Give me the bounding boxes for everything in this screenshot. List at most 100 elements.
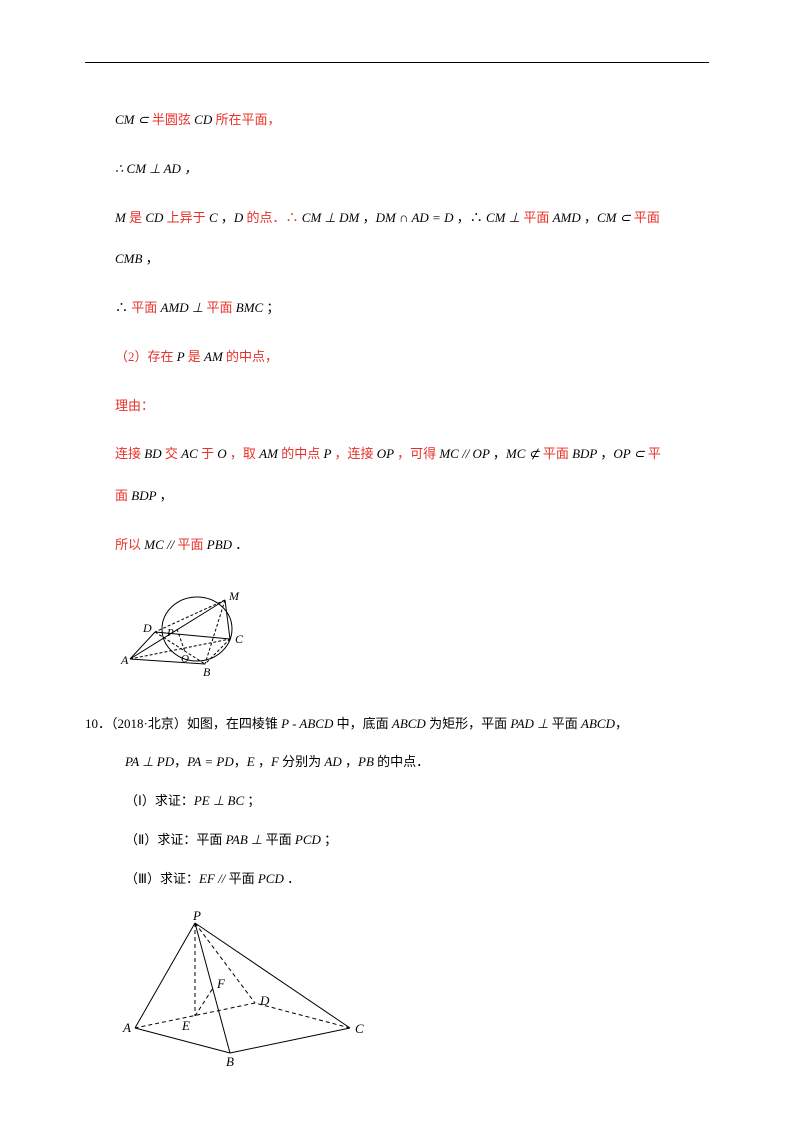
para-5: ∴ 平面 AMD ⊥ 平面 BMC ； (85, 298, 684, 319)
text: E (247, 754, 258, 769)
text: ， (258, 754, 271, 769)
text: F (271, 754, 282, 769)
text: P (323, 446, 334, 461)
text: ， (160, 488, 173, 503)
text: ， (600, 446, 613, 461)
text: OP (377, 446, 397, 461)
text: BDP (131, 488, 159, 503)
text: DM ∩ AD = D (376, 210, 457, 225)
text: C (209, 210, 221, 225)
text: ， (363, 210, 376, 225)
figure-semicircle: A B C D M O P (115, 584, 684, 679)
para-6: （2）存在 P 是 AM 的中点， (85, 347, 684, 368)
text: CD (194, 112, 215, 127)
text: ∴ (115, 300, 131, 315)
para-10: 所以 MC // 平面 PBD ． (85, 535, 684, 556)
text: ， (146, 251, 159, 266)
label-D: D (142, 621, 152, 635)
text: PE ⊥ BC (194, 793, 248, 808)
text: （Ⅲ）求证： (125, 871, 199, 886)
text: （2）存在 (115, 349, 177, 364)
text: 理由： (115, 398, 154, 413)
text: MC // OP (439, 446, 493, 461)
question-10: 10．（2018·北京）如图，在四棱锥 P - ABCD 中，底面 ABCD 为… (85, 714, 684, 735)
text: AM (259, 446, 281, 461)
text: BD (144, 446, 165, 461)
text: 上异于 (167, 210, 209, 225)
question-10-part2: （Ⅱ）求证：平面 PAB ⊥ 平面 PCD ； (85, 830, 684, 851)
text: ， (584, 210, 597, 225)
text: EF // (199, 871, 229, 886)
text: ，取 (230, 446, 259, 461)
text: 连接 (115, 446, 144, 461)
text: PA = PD (187, 754, 234, 769)
text: AM (204, 349, 226, 364)
para-1: CM ⊂ 半圆弦 CD 所在平面， (85, 110, 684, 131)
text: AD (324, 754, 345, 769)
text: MC // (144, 537, 177, 552)
text: BMC (236, 300, 267, 315)
text: ． (235, 537, 248, 552)
text: 平 (648, 446, 661, 461)
text: CD (145, 210, 166, 225)
text: 的中点 (281, 446, 323, 461)
text: PBD (207, 537, 236, 552)
document-content: CM ⊂ 半圆弦 CD 所在平面， ∴ CM ⊥ AD ， M 是 CD 上异于… (85, 60, 684, 1068)
label-C: C (235, 632, 244, 646)
label-F: F (216, 976, 226, 991)
text: ； (247, 793, 260, 808)
text: （Ⅰ）求证： (125, 793, 194, 808)
para-7: 理由： (85, 396, 684, 417)
text: 半圆弦 (152, 112, 194, 127)
question-10-part1: （Ⅰ）求证：PE ⊥ BC ； (85, 791, 684, 812)
label-A: A (122, 1020, 131, 1035)
text: 于 (201, 446, 217, 461)
text: 所在平面， (215, 112, 280, 127)
label-C: C (355, 1021, 364, 1036)
text: 交 (165, 446, 181, 461)
text: ， (234, 754, 247, 769)
text: PCD (295, 832, 324, 847)
text: P (177, 349, 188, 364)
question-10-line2: PA ⊥ PD，PA = PD，E ，F 分别为 AD ，PB 的中点． (85, 752, 684, 773)
text: CM ⊂ (597, 210, 634, 225)
text: CM ⊥ DM (302, 210, 363, 225)
text: ，连接 (334, 446, 376, 461)
text: MC ⊄ (506, 446, 543, 461)
q-num: 10． (85, 716, 111, 731)
text: ， (345, 754, 358, 769)
text: 平面 (131, 300, 160, 315)
text: 是 (188, 349, 204, 364)
text: 的点．∴ (247, 210, 302, 225)
text: 分别为 (282, 754, 324, 769)
text: M (115, 210, 129, 225)
label-D: D (259, 993, 270, 1008)
text: 平面 (552, 716, 581, 731)
text: CMB (115, 251, 146, 266)
para-2: ∴ CM ⊥ AD ， (85, 159, 684, 180)
text: （Ⅱ）求证：平面 (125, 832, 226, 847)
text: 的中点， (226, 349, 278, 364)
text: AC (181, 446, 201, 461)
text: AMD (553, 210, 584, 225)
text: 平面 (266, 832, 295, 847)
text: OP ⊂ (613, 446, 648, 461)
text: P - ABCD (281, 716, 337, 731)
text: PAD ⊥ (510, 716, 551, 731)
text: PCD (258, 871, 287, 886)
para-8: 连接 BD 交 AC 于 O ，取 AM 的中点 P ，连接 OP ，可得 MC… (85, 444, 684, 506)
label-M: M (228, 589, 240, 603)
text: ∴ CM ⊥ AD ， (115, 161, 197, 176)
text: D (234, 210, 247, 225)
text: CM ⊥ (486, 210, 523, 225)
para-3: M 是 CD 上异于 C ，D 的点．∴ CM ⊥ DM ，DM ∩ AD = … (85, 208, 684, 270)
text: 平面 (229, 871, 258, 886)
text: ABCD (581, 716, 615, 731)
text: ． (287, 871, 300, 886)
text: 平面 (634, 210, 660, 225)
text: 平面 (207, 300, 236, 315)
text: 是 (129, 210, 145, 225)
text: 平面 (543, 446, 572, 461)
label-O: O (181, 653, 189, 665)
text: 平面 (523, 210, 552, 225)
